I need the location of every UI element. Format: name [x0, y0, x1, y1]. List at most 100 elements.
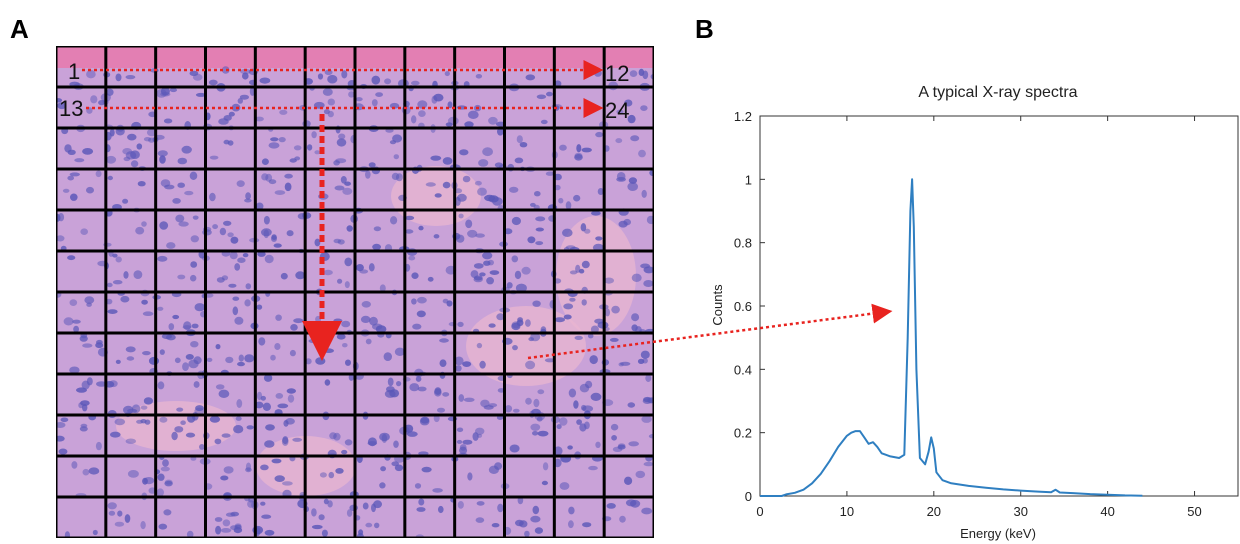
nucleus	[105, 155, 117, 164]
nucleus	[554, 80, 562, 87]
nucleus	[70, 193, 78, 201]
nucleus	[268, 142, 280, 149]
nucleus	[172, 198, 181, 204]
nucleus	[242, 72, 249, 80]
nucleus	[595, 236, 603, 241]
nucleus	[56, 435, 65, 442]
nucleus	[195, 405, 204, 412]
nucleus	[641, 507, 653, 515]
nucleus	[642, 70, 649, 80]
nucleus	[609, 337, 619, 342]
nucleus	[264, 254, 274, 264]
nucleus	[82, 148, 94, 155]
nucleus	[610, 423, 619, 431]
nucleus	[244, 198, 252, 203]
nucleus	[295, 271, 306, 280]
nucleus	[373, 500, 382, 509]
nucleus	[159, 349, 165, 355]
nucleus	[279, 109, 288, 115]
nucleus	[404, 229, 414, 234]
nucleus	[506, 282, 513, 289]
nucleus	[556, 424, 562, 430]
nucleus	[230, 236, 239, 244]
nucleus	[233, 425, 244, 434]
nucleus	[261, 173, 269, 181]
nucleus	[69, 366, 80, 374]
nucleus	[533, 398, 540, 408]
nucleus	[464, 121, 474, 128]
nucleus	[176, 407, 184, 412]
nucleus	[88, 467, 100, 475]
nucleus	[237, 257, 246, 263]
nucleus	[525, 319, 531, 327]
nucleus	[373, 226, 382, 232]
nucleus	[416, 310, 426, 318]
nucleus	[127, 470, 139, 478]
nucleus	[537, 430, 549, 437]
nucleus	[525, 397, 532, 405]
nucleus	[476, 342, 483, 349]
nucleus	[553, 446, 563, 456]
nucleus	[534, 527, 543, 534]
nucleus	[140, 419, 147, 424]
nucleus	[333, 318, 343, 323]
nucleus	[479, 272, 486, 277]
nucleus	[615, 138, 623, 144]
nucleus	[589, 355, 598, 365]
x-tick-label: 20	[927, 504, 941, 519]
nucleus	[95, 441, 102, 451]
nucleus	[209, 192, 216, 202]
y-tick-label: 1.2	[734, 109, 752, 124]
nucleus	[439, 338, 449, 343]
nucleus	[323, 269, 333, 276]
nucleus	[579, 383, 590, 393]
nucleus	[497, 503, 504, 513]
nucleus	[311, 131, 317, 139]
nucleus	[232, 306, 239, 316]
nucleus	[212, 224, 219, 230]
nucleus	[311, 524, 323, 530]
nucleus	[56, 422, 66, 428]
nucleus	[445, 122, 453, 127]
xray-spectrum-chart: A typical X-ray spectra 0 0.2 0.4 0.6 0.8 1 1.…	[710, 84, 1239, 541]
nucleus	[293, 318, 304, 324]
nucleus	[630, 135, 640, 142]
nucleus	[239, 94, 249, 100]
x-axis-ticks: 0 10 20 30 40 50	[756, 116, 1202, 519]
nucleus	[238, 354, 244, 362]
nucleus	[475, 233, 485, 238]
nucleus	[328, 471, 335, 479]
nucleus	[511, 322, 521, 331]
nucleus	[631, 324, 638, 332]
nucleus	[117, 510, 123, 517]
nucleus	[221, 66, 230, 74]
x-tick-label: 50	[1187, 504, 1201, 519]
nucleus	[282, 481, 293, 486]
nucleus	[535, 241, 544, 246]
nucleus	[433, 234, 440, 239]
nucleus	[535, 216, 546, 222]
nucleus	[627, 114, 636, 124]
nucleus	[255, 202, 264, 211]
nucleus	[368, 263, 375, 272]
nucleus	[228, 111, 235, 117]
tile-number-13: 13	[59, 96, 83, 121]
nucleus	[344, 439, 353, 446]
nucleus	[492, 197, 503, 206]
nucleus	[228, 283, 237, 288]
nucleus	[160, 87, 170, 96]
nucleus	[412, 323, 422, 330]
nucleus	[219, 227, 227, 236]
nucleus	[286, 230, 294, 237]
nucleus	[90, 95, 98, 104]
nucleus	[174, 426, 184, 433]
nucleus	[95, 170, 102, 178]
nucleus	[335, 468, 344, 474]
nucleus	[535, 227, 544, 232]
nucleus	[362, 502, 369, 510]
nucleus	[467, 110, 479, 120]
nucleus	[157, 306, 164, 311]
nucleus	[417, 386, 427, 392]
nucleus	[457, 193, 467, 202]
tile-gridlines	[56, 46, 654, 538]
